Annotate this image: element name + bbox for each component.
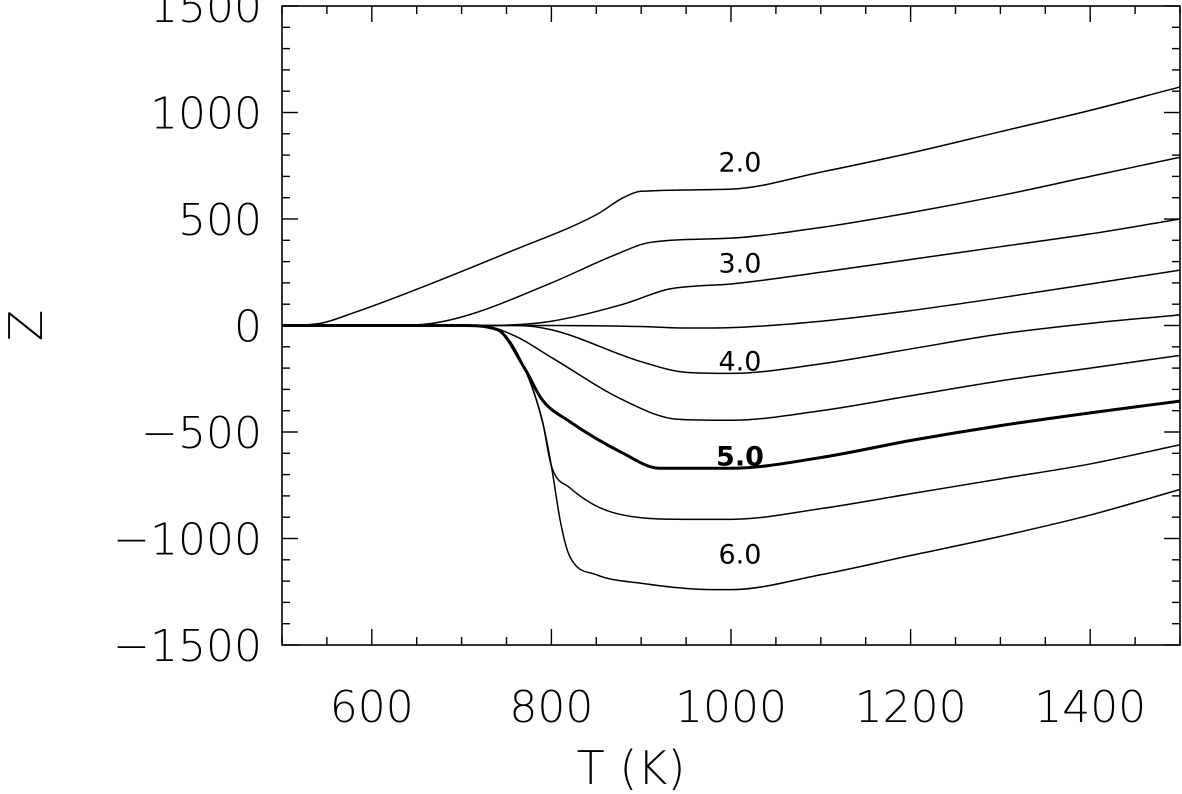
series-line-1 [281, 86, 1181, 327]
curve-label: 6.0 [719, 539, 762, 570]
y-tick-label: 0 [234, 302, 262, 353]
tick-labels: 600 800 1000 1200 1400 −1500 −1000 −500 0 500 1000… [113, 0, 1146, 733]
x-tick-label: 1200 [855, 682, 967, 733]
series-line-2 [281, 156, 1181, 327]
curve-label: 5.0 [716, 441, 764, 472]
curve-label: 4.0 [719, 347, 762, 378]
y-tick-label: −1000 [113, 515, 262, 566]
x-tick-label: 1000 [675, 682, 787, 733]
plot-frame [281, 5, 1181, 646]
curve-label: 2.0 [719, 147, 762, 178]
x-tick-label: 800 [509, 682, 593, 733]
series-line-5 [281, 314, 1181, 375]
y-tick-label: 500 [178, 195, 262, 246]
series-line-9 [281, 324, 1181, 591]
y-tick-label: 1000 [150, 89, 262, 140]
x-tick-label: 600 [330, 682, 414, 733]
curve-labels: 2.0 3.0 4.0 5.0 6.0 [716, 147, 764, 570]
x-tick-label: 1400 [1034, 682, 1146, 733]
y-axis-title: Z [0, 310, 53, 342]
x-axis-title: T (K) [577, 741, 686, 794]
y-tick-label: −1500 [113, 621, 262, 672]
curve-label: 3.0 [719, 249, 762, 280]
data-curves [281, 86, 1181, 591]
y-tick-label: −500 [141, 408, 262, 459]
y-tick-label: 1500 [150, 0, 262, 33]
series-line-4 [281, 269, 1181, 329]
